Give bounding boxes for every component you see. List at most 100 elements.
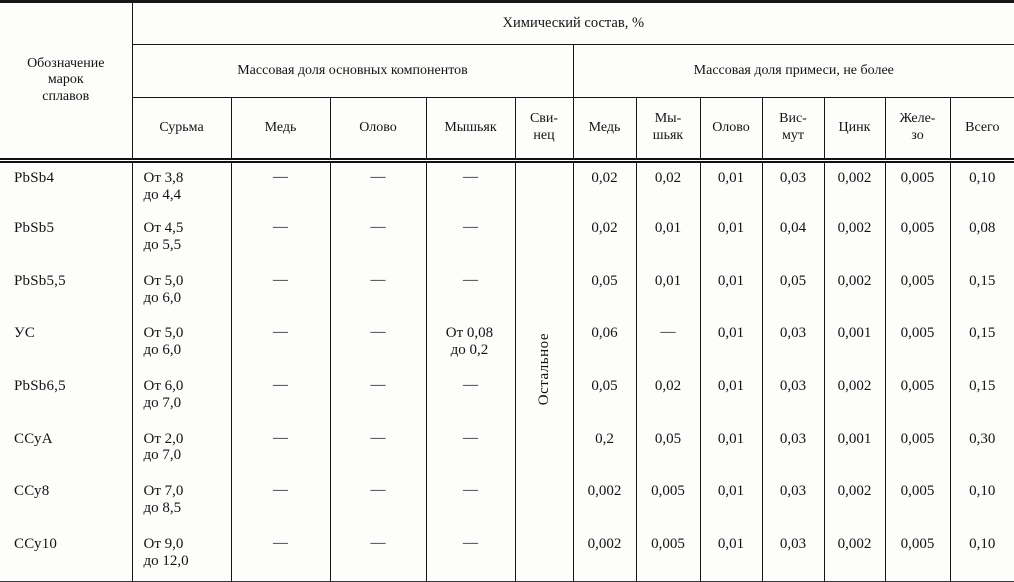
tin-main-cell: — bbox=[329, 265, 427, 319]
antimony-range-cell: От 5,0 до 6,0 bbox=[131, 318, 232, 371]
col-header-bismuth: Вис- мут bbox=[761, 97, 825, 163]
copper-main-cell: — bbox=[230, 160, 331, 214]
header-row-title: Обозначение марок сплавов Химический сос… bbox=[0, 1, 1014, 163]
copper-imp-cell: 0,02 bbox=[572, 160, 637, 214]
tin-main-cell: — bbox=[329, 528, 427, 582]
antimony-range-cell: От 5,0 до 6,0 bbox=[131, 265, 232, 319]
arsenic-imp-cell: 0,005 bbox=[635, 528, 701, 582]
zinc-cell: 0,002 bbox=[823, 160, 886, 214]
bismuth-cell: 0,03 bbox=[761, 371, 825, 424]
iron-cell: 0,005 bbox=[884, 213, 951, 266]
iron-cell: 0,005 bbox=[884, 528, 951, 582]
tin-main-cell: — bbox=[329, 160, 427, 214]
copper-imp-cell: 0,06 bbox=[572, 318, 637, 371]
total-cell: 0,15 bbox=[949, 371, 1014, 424]
tin-main-cell: — bbox=[329, 371, 427, 424]
tin-imp-cell: 0,01 bbox=[699, 160, 763, 214]
zinc-cell: 0,002 bbox=[823, 528, 886, 582]
tin-imp-cell: 0,01 bbox=[699, 476, 763, 529]
copper-main-cell: — bbox=[230, 371, 331, 424]
table-row: PbSb5,5 От 5,0 до 6,0— — —0,05 0,01 0,01 0,05 0… bbox=[0, 265, 1014, 319]
copper-main-cell: — bbox=[230, 476, 331, 529]
zinc-cell: 0,002 bbox=[823, 213, 886, 266]
group-header-impurities: Массовая доля примеси, не более bbox=[572, 44, 1014, 98]
iron-cell: 0,005 bbox=[884, 265, 951, 319]
tin-main-cell: — bbox=[329, 423, 427, 477]
bismuth-cell: 0,03 bbox=[761, 423, 825, 477]
total-cell: 0,30 bbox=[949, 423, 1014, 477]
bismuth-cell: 0,03 bbox=[761, 528, 825, 582]
table-header: Обозначение марок сплавов Химический сос… bbox=[0, 1, 1014, 163]
tin-imp-cell: 0,01 bbox=[699, 528, 763, 582]
arsenic-main-cell: — bbox=[425, 423, 516, 477]
group-header-main-components: Массовая доля основных компонентов bbox=[132, 44, 574, 98]
total-cell: 0,08 bbox=[949, 213, 1014, 266]
iron-cell: 0,005 bbox=[884, 160, 951, 214]
copper-imp-cell: 0,02 bbox=[572, 213, 637, 266]
arsenic-main-cell: — bbox=[425, 371, 516, 424]
tin-imp-cell: 0,01 bbox=[699, 423, 763, 477]
iron-cell: 0,005 bbox=[884, 371, 951, 424]
bismuth-cell: 0,03 bbox=[761, 318, 825, 371]
antimony-range-cell: От 4,5 до 5,5 bbox=[131, 213, 232, 266]
bismuth-cell: 0,03 bbox=[761, 476, 825, 529]
lead-remainder-label: Остальное bbox=[535, 333, 552, 406]
table-row: ССу10 От 9,0 до 12,0— — —0,002 0,005 0,01 0,03… bbox=[0, 528, 1014, 582]
zinc-cell: 0,001 bbox=[823, 318, 886, 371]
tin-imp-cell: 0,01 bbox=[699, 213, 763, 266]
header-chemical-composition: Химический состав, % bbox=[131, 1, 1014, 45]
copper-imp-cell: 0,05 bbox=[572, 371, 637, 424]
col-header-lead: Сви- нец bbox=[514, 97, 574, 163]
grade-cell: ССу10 bbox=[0, 528, 133, 582]
antimony-range-cell: От 3,8 до 4,4 bbox=[131, 160, 232, 214]
tin-imp-cell: 0,01 bbox=[699, 265, 763, 319]
copper-imp-cell: 0,002 bbox=[572, 528, 637, 582]
arsenic-main-cell: — bbox=[425, 160, 516, 214]
antimony-range-cell: От 2,0 до 7,0 bbox=[131, 423, 232, 477]
arsenic-imp-cell: 0,02 bbox=[635, 371, 701, 424]
col-header-iron: Желе- зо bbox=[884, 97, 951, 163]
arsenic-imp-cell: 0,005 bbox=[635, 476, 701, 529]
grade-cell: PbSb5,5 bbox=[0, 265, 133, 319]
tin-imp-cell: 0,01 bbox=[699, 371, 763, 424]
col-header-tin-imp: Олово bbox=[699, 97, 763, 163]
col-header-total: Всего bbox=[949, 97, 1014, 163]
bismuth-cell: 0,04 bbox=[761, 213, 825, 266]
lead-remainder-cell: Остальное bbox=[514, 160, 574, 582]
stub-header-grades: Обозначение марок сплавов bbox=[0, 1, 133, 163]
copper-imp-cell: 0,05 bbox=[572, 265, 637, 319]
antimony-range-cell: От 9,0 до 12,0 bbox=[131, 528, 232, 582]
col-header-arsenic-main: Мышьяк bbox=[425, 97, 516, 163]
arsenic-main-cell: — bbox=[425, 213, 516, 266]
copper-main-cell: — bbox=[230, 423, 331, 477]
tin-imp-cell: 0,01 bbox=[699, 318, 763, 371]
table-body: PbSb4 От 3,8 до 4,4— — — Остальное 0,02 0,02 0,… bbox=[0, 160, 1014, 582]
header-row-columns: Сурьма Медь Олово Мышьяк Сви- нец Медь М… bbox=[0, 97, 1014, 163]
copper-main-cell: — bbox=[230, 265, 331, 319]
copper-imp-cell: 0,002 bbox=[572, 476, 637, 529]
col-header-arsenic-imp: Мы- шьяк bbox=[635, 97, 701, 163]
tin-main-cell: — bbox=[329, 318, 427, 371]
copper-main-cell: — bbox=[230, 528, 331, 582]
table-row: ССуА От 2,0 до 7,0— — —0,2 0,05 0,01 0,03 0,001… bbox=[0, 423, 1014, 477]
arsenic-imp-cell: — bbox=[635, 318, 701, 371]
zinc-cell: 0,001 bbox=[823, 423, 886, 477]
arsenic-main-cell: От 0,08 до 0,2 bbox=[425, 318, 516, 371]
grade-cell: PbSb5 bbox=[0, 213, 133, 266]
grade-cell: PbSb4 bbox=[0, 160, 133, 214]
header-row-groups: Массовая доля основных компонентов Массо… bbox=[0, 44, 1014, 98]
arsenic-imp-cell: 0,02 bbox=[635, 160, 701, 214]
antimony-range-cell: От 7,0 до 8,5 bbox=[131, 476, 232, 529]
col-header-tin-main: Олово bbox=[329, 97, 427, 163]
arsenic-imp-cell: 0,01 bbox=[635, 265, 701, 319]
grade-cell: ССуА bbox=[0, 423, 133, 477]
arsenic-main-cell: — bbox=[425, 528, 516, 582]
bismuth-cell: 0,05 bbox=[761, 265, 825, 319]
iron-cell: 0,005 bbox=[884, 476, 951, 529]
grade-cell: ССу8 bbox=[0, 476, 133, 529]
arsenic-main-cell: — bbox=[425, 476, 516, 529]
table-row: PbSb4 От 3,8 до 4,4— — — Остальное 0,02 0,02 0,… bbox=[0, 160, 1014, 582]
antimony-range-cell: От 6,0 до 7,0 bbox=[131, 371, 232, 424]
